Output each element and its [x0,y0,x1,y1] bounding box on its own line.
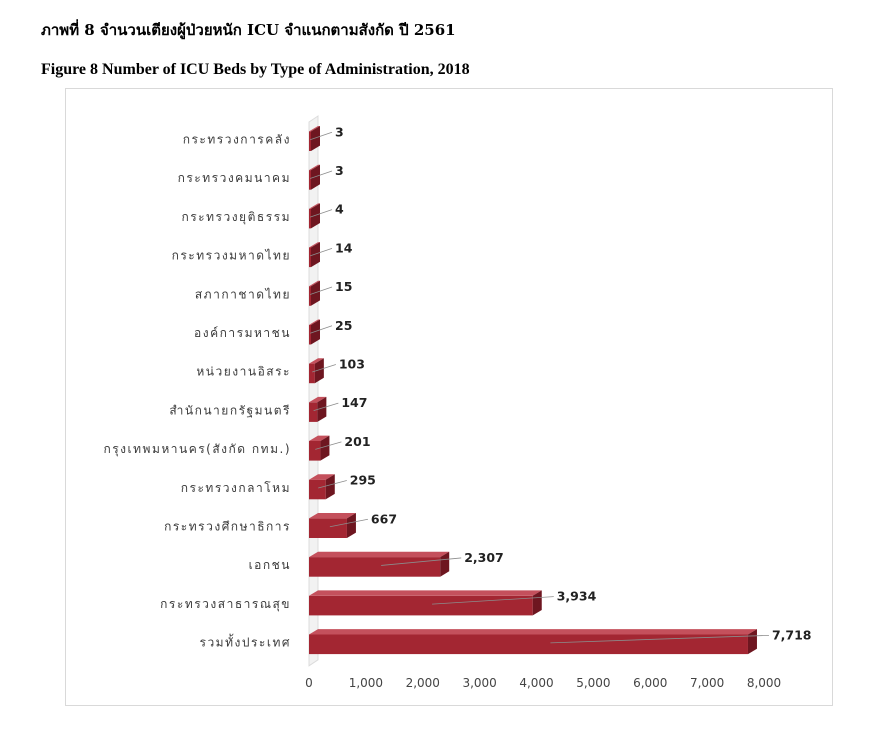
category-label-1: กระทรวงการคลัง [183,133,291,147]
leader-line-14 [550,634,769,644]
bar-6-front [309,324,311,345]
value-label-11: 667 [371,511,397,526]
leader-line-8 [313,402,339,412]
leader-line-9 [315,441,342,450]
category-label-3: กระทรวงยุติธรรม [181,210,291,225]
x-tick-label-4: 3,000 [462,676,496,690]
bar-10-front [309,479,326,500]
bar-7-side [314,358,324,384]
bar-14-side [747,629,757,655]
bar-2-side [311,164,320,190]
leader-line-10 [318,480,347,489]
leader-line-12 [381,557,462,566]
bar-8-side [317,396,327,422]
category-label-13: กระทรวงสาธารณสุข [160,597,291,612]
category-label-11: กระทรวงศึกษาธิการ [164,520,291,534]
bar-11-side [346,513,356,538]
bar-5-side [311,280,320,306]
x-tick-label-5: 4,000 [519,676,553,690]
chart-frame [65,88,833,706]
bar-9-front [309,441,321,461]
leader-line-4 [309,247,333,257]
bar-3-top [309,203,320,209]
bar-10-top [309,474,335,480]
chart-title-english: Figure 8 Number of ICU Beds by Type of A… [41,61,470,78]
leader-line-7 [312,364,336,373]
value-label-14: 7,718 [772,627,812,642]
category-label-12: เอกชน [249,558,291,572]
category-label-2: กระทรวงคมนาคม [178,171,291,185]
category-label-6: องค์การมหาชน [194,326,291,340]
leader-line-1 [309,131,333,141]
bar-14-top [309,629,757,635]
category-label-4: กระทรวงมหาดไทย [172,249,291,263]
leader-line-3 [309,209,333,218]
value-label-1: 3 [335,124,344,139]
leader-line-13 [432,596,554,605]
value-label-13: 3,934 [557,589,597,604]
value-label-4: 14 [335,240,353,255]
category-label-8: สำนักนายกรัฐมนตรี [169,403,291,417]
leader-line-5 [309,286,333,295]
bar-4-top [309,242,320,248]
bar-14-front [309,634,748,655]
value-label-7: 103 [339,356,365,371]
value-label-9: 201 [344,434,370,449]
bar-1-top [309,126,320,132]
bar-12-front [309,557,441,577]
category-label-7: หน่วยงานอิสระ [196,365,291,379]
x-tick-label-7: 6,000 [633,676,667,690]
bar-13-side [532,590,542,616]
category-label-14: รวมทั้งประเทศ [200,634,292,650]
bar-11-front [309,518,347,538]
bar-5-top [309,280,320,287]
bar-6-top [309,319,320,325]
bar-13-front [309,595,533,616]
x-tick-label-3: 2,000 [406,676,440,690]
category-label-10: กระทรวงกลาโหม [181,481,291,495]
chart-title-thai: ภาพที่ 8 จำนวนเตียงผู้ป่วยหนัก ICU จำแนก… [41,21,456,39]
x-tick-label-9: 8,000 [747,676,781,690]
bar-3-front [309,208,311,229]
x-tick-label-8: 7,000 [690,676,724,690]
bar-4-front [309,247,311,268]
value-label-5: 15 [335,279,352,294]
bar-3-side [311,203,320,229]
bar-2-front [309,170,311,190]
x-tick-label-6: 5,000 [576,676,610,690]
value-label-6: 25 [335,318,352,333]
bar-7-front [309,363,315,384]
bar-12-top [309,551,450,558]
x-tick-label-1: 0 [305,676,313,690]
bar-13-top [309,590,542,596]
value-label-2: 3 [335,163,344,178]
category-label-9: กรุงเทพมหานคร(สังกัด กทม.) [103,442,291,457]
bar-10-side [325,474,335,500]
chart-back-wall [308,115,319,667]
bar-8-front [309,402,318,422]
bar-5-front [309,286,311,306]
leader-line-2 [309,170,333,179]
bar-9-top [309,435,330,441]
bar-11-top [309,513,356,519]
bar-6-side [311,319,320,345]
leader-line-11 [329,518,369,528]
bar-7-top [309,358,324,364]
bar-8-top [309,396,327,403]
x-tick-label-2: 1,000 [349,676,383,690]
leader-line-6 [309,325,333,334]
bar-1-side [311,126,320,151]
category-label-5: สภากาชาดไทย [195,287,291,301]
value-label-10: 295 [350,473,376,488]
bar-4-side [311,242,320,268]
value-label-12: 2,307 [464,550,504,565]
value-label-3: 4 [335,202,344,217]
value-label-8: 147 [341,395,367,410]
bar-12-side [440,551,450,577]
bar-1-front [309,131,311,151]
bar-2-top [309,164,320,171]
bar-9-side [320,435,330,461]
